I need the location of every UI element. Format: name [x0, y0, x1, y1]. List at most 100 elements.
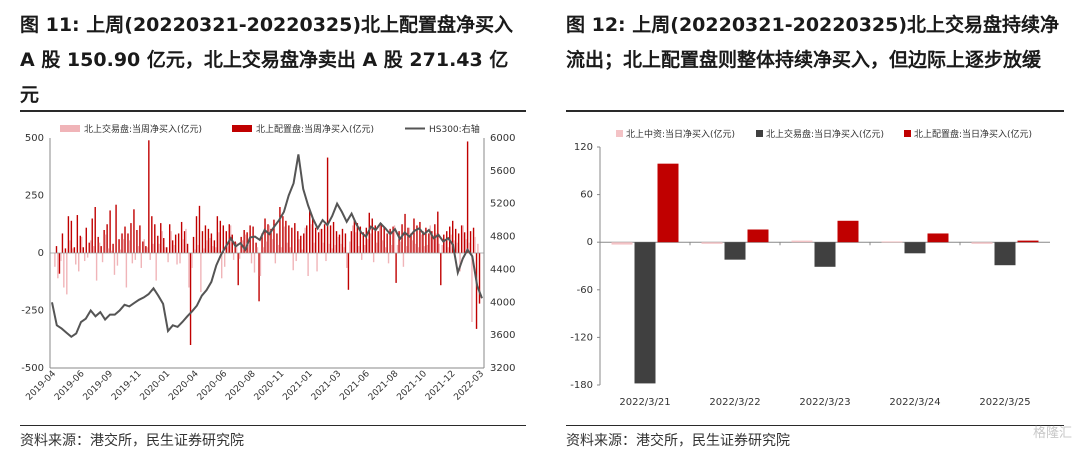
config-bar: [270, 228, 272, 253]
bar-2: [657, 163, 679, 243]
config-bar: [282, 216, 284, 253]
bar-1: [814, 242, 836, 267]
config-bar: [443, 234, 445, 253]
trade-bar: [289, 247, 291, 253]
config-bar: [186, 243, 189, 253]
config-bar: [204, 225, 207, 253]
trade-bar: [390, 244, 393, 253]
config-bar: [151, 216, 153, 253]
trade-bar: [143, 239, 145, 253]
legend-swatch-0: [60, 125, 80, 132]
x-tick-13: 2021-10: [395, 369, 429, 403]
config-bar: [311, 218, 314, 253]
trade-bar: [322, 242, 324, 253]
trade-bar: [104, 234, 107, 253]
legend-label-0: 北上中资:当日净买入(亿元): [626, 128, 735, 140]
bar-0: [701, 242, 723, 244]
config-bar: [58, 253, 61, 274]
config-bar: [380, 223, 382, 253]
y-right-tick-4: 4400: [490, 264, 515, 275]
trade-bar: [146, 247, 148, 253]
config-bar: [454, 228, 457, 253]
trade-bar: [54, 253, 56, 267]
config-bar: [428, 233, 430, 253]
trade-bar: [295, 253, 297, 262]
trade-bar: [337, 236, 339, 253]
legend-swatch-2: [904, 130, 911, 137]
trade-bar: [372, 253, 375, 263]
config-bar: [422, 231, 424, 253]
config-bar: [171, 240, 174, 253]
y-left-tick-3: -250: [21, 306, 44, 317]
config-bar: [386, 233, 388, 253]
trade-bar: [86, 253, 89, 258]
config-bar: [267, 224, 269, 253]
trade-bar: [137, 246, 140, 253]
config-bar: [332, 221, 335, 253]
y-left-tick-1: 250: [25, 191, 44, 202]
trade-bar: [164, 247, 166, 253]
config-bar: [207, 228, 210, 253]
y-right-tick-2: 5200: [490, 199, 515, 210]
trade-bar: [325, 253, 327, 262]
x-tick-11: 2021-06: [338, 369, 372, 403]
config-bar: [163, 238, 165, 253]
trade-bar: [414, 243, 417, 253]
bar-1: [994, 242, 1016, 266]
trade-bar: [274, 253, 277, 264]
y-left-tick-2: 0: [38, 248, 44, 259]
config-bar: [377, 231, 379, 253]
trade-bar: [244, 234, 247, 253]
config-bar: [183, 231, 186, 253]
config-bar: [338, 234, 341, 253]
config-bar: [368, 212, 370, 253]
trade-bar: [426, 244, 428, 253]
config-bar: [154, 224, 156, 253]
legend-swatch-0: [616, 130, 623, 137]
x-tick-1: 2022/3/22: [709, 397, 760, 408]
config-bar: [457, 233, 460, 253]
config-bar: [309, 209, 311, 253]
trade-bar: [381, 240, 384, 253]
trade-bar: [292, 253, 294, 271]
legend-swatch-1: [232, 125, 252, 132]
config-bar: [61, 233, 64, 253]
trade-bar: [116, 253, 119, 266]
trade-bar: [420, 234, 423, 253]
config-bar: [166, 247, 168, 253]
trade-bar: [63, 253, 65, 288]
config-bar: [425, 227, 427, 253]
y-right-tick-3: 4800: [490, 232, 515, 243]
config-bar: [252, 226, 254, 253]
trade-bar: [358, 246, 360, 253]
config-bar: [201, 231, 204, 253]
trade-bar: [316, 253, 318, 272]
trade-bar: [340, 243, 342, 253]
right-source-note: 资料来源：港交所，民生证券研究院: [566, 433, 790, 449]
trade-bar: [119, 249, 122, 253]
trade-bar: [361, 253, 363, 260]
trade-bar: [366, 239, 369, 253]
right-panel: 图 12: 上周(20220321-20220325)北上交易盘持续净流出；北上…: [548, 0, 1080, 452]
trade-bar: [72, 248, 74, 253]
legend-label-1: 北上交易盘:当日净买入(亿元): [766, 128, 884, 140]
config-bar: [85, 227, 87, 253]
x-tick-2: 2022/3/23: [799, 397, 850, 408]
config-bar: [115, 204, 117, 253]
trade-bar: [149, 253, 151, 260]
config-bar: [177, 233, 180, 253]
config-bar: [225, 231, 227, 253]
right-chart-title: 图 12: 上周(20220321-20220325)北上交易盘持续净流出；北上…: [566, 14, 1060, 71]
config-bar: [347, 253, 350, 290]
trade-bar: [456, 242, 458, 253]
trade-bar: [378, 224, 381, 253]
config-bar: [297, 231, 299, 253]
config-bar: [192, 236, 195, 253]
x-tick-14: 2021-12: [424, 369, 458, 403]
y-right-tick-1: 5600: [490, 166, 515, 177]
hs300-line: [51, 154, 483, 339]
config-bar: [145, 246, 147, 253]
trade-bar: [155, 253, 157, 281]
left-panel: 图 11: 上周(20220321-20220325)北上配置盘净买入 A 股 …: [0, 0, 534, 452]
trade-bar: [465, 239, 467, 253]
